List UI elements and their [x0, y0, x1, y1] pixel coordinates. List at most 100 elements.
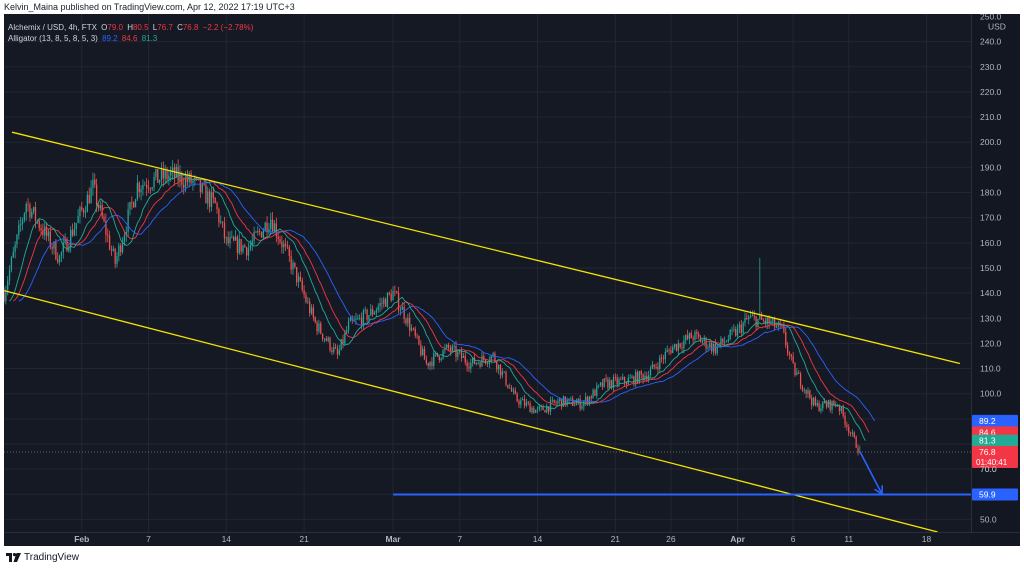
candle-body [629, 377, 631, 379]
projection-arrow-shaft [859, 451, 883, 495]
candle-body [796, 372, 798, 376]
candle-body [675, 344, 678, 351]
candle-body [807, 390, 809, 394]
time-tick-label: 14 [533, 534, 543, 544]
candle-body [262, 230, 264, 238]
candle-body [199, 179, 202, 193]
price-axis[interactable]: 240.0 230.0 220.0 210.0 200.0 190.0 180.0 170.0… [971, 14, 1020, 546]
candle-body [625, 382, 628, 385]
candle-body [170, 171, 172, 176]
candle-body [838, 405, 841, 412]
candle-body [7, 280, 9, 291]
candle-body [825, 403, 828, 407]
time-tick-label: 7 [146, 534, 151, 544]
candle-body [749, 315, 752, 317]
time-tick-label: Apr [730, 534, 745, 544]
candle-body [473, 357, 476, 365]
candle-body [631, 376, 633, 378]
candle-body [822, 401, 824, 409]
candle-body [829, 400, 831, 410]
candle-body [510, 387, 513, 392]
candle-body [803, 389, 805, 391]
candle-body [586, 396, 589, 404]
candle-body [535, 409, 537, 413]
low-label: L [152, 23, 158, 32]
candle-body [440, 358, 442, 361]
candle-body [314, 317, 316, 323]
candle-body [494, 353, 496, 363]
price-tick-label: 50.0 [980, 514, 997, 524]
candle-body [522, 399, 524, 401]
candle-body [405, 318, 407, 324]
price-tick-label: 120.0 [980, 338, 1002, 348]
candle-body [207, 191, 209, 204]
candle-body [410, 328, 413, 331]
candle-body [457, 351, 459, 357]
candle-body [635, 372, 637, 385]
close-value: 76.8 [182, 23, 199, 32]
candle-body [527, 402, 529, 404]
teeth-value: 84.6 [121, 34, 138, 43]
price-chart[interactable]: 240.0 230.0 220.0 210.0 200.0 190.0 180.0 170.0… [4, 14, 1020, 546]
candle-body [92, 179, 94, 188]
candle-body [718, 344, 720, 346]
target-price-tag-bg [972, 488, 1018, 501]
candle-body [562, 396, 565, 407]
candle-body [140, 189, 142, 193]
candle-body [157, 169, 159, 183]
candle-body [462, 356, 465, 358]
candle-body [205, 184, 207, 204]
candle-body [396, 291, 398, 293]
candle-body [214, 197, 216, 204]
candle-body [649, 368, 652, 376]
candle-body [553, 399, 555, 403]
indicator-legend[interactable]: Alligator (13, 8, 5, 8, 5, 3) 89.2 84.6 … [8, 33, 159, 44]
candle-body [203, 183, 205, 185]
candle-body [486, 363, 489, 364]
candle-body [120, 245, 122, 253]
candle-body [551, 399, 553, 401]
candle-body [368, 315, 370, 320]
candle-body [71, 229, 74, 236]
candle-body [438, 356, 440, 361]
candle-body [201, 183, 203, 193]
candle-body [416, 335, 418, 337]
teeth-line [12, 177, 870, 433]
time-tick-label: 7 [457, 534, 462, 544]
candle-body [373, 312, 376, 315]
candle-body [479, 362, 481, 367]
candle-body [114, 248, 116, 264]
candle-body [788, 352, 791, 355]
candle-body [501, 371, 503, 376]
candle-body [783, 325, 785, 333]
candle-body [246, 247, 248, 256]
symbol-legend[interactable]: Alchemix / USD, 4h, FTX O79.0 H80.5 L76.… [8, 22, 255, 33]
candle-body [812, 397, 815, 405]
candle-body [312, 307, 315, 318]
candle-body [655, 367, 657, 368]
candle-body [21, 220, 24, 224]
footer-brand[interactable]: TradingView [6, 551, 79, 565]
open-value: 79.0 [107, 23, 123, 32]
candle-body [260, 231, 263, 238]
candle-body [407, 317, 409, 324]
candle-body [492, 353, 494, 356]
price-tick-label: 150.0 [980, 263, 1002, 273]
candle-body [566, 400, 568, 405]
candle-body [668, 349, 670, 351]
candle-body [149, 188, 151, 190]
candle-body [453, 345, 455, 347]
time-axis[interactable]: Feb 7 14 21 Mar 7 14 21 26 Apr 6 11 18 [4, 532, 1020, 545]
time-tick-label: 6 [791, 534, 796, 544]
candle-body [333, 347, 335, 352]
candle-body [648, 375, 650, 380]
candle-body [77, 216, 79, 223]
candle-body [75, 222, 77, 229]
candle-body [603, 378, 605, 387]
candle-body [105, 220, 107, 236]
candle-body [334, 347, 337, 349]
candle-body [670, 350, 672, 354]
candle-body [107, 235, 109, 236]
candle-body [268, 228, 270, 233]
candle-body [247, 248, 250, 256]
